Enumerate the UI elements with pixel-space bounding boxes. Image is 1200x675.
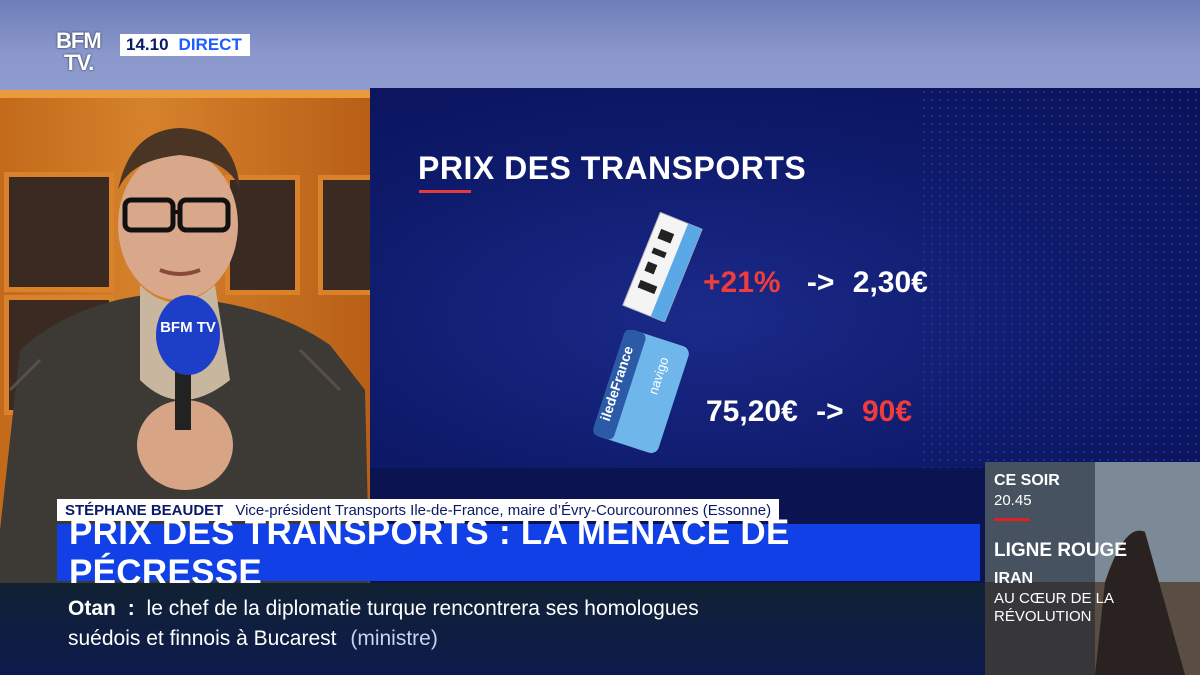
promo-inset: CE SOIR 20.45 LIGNE ROUGE IRAN AU CŒUR D…	[985, 462, 1200, 675]
promo-divider	[994, 518, 1030, 521]
dot-pattern	[920, 88, 1200, 468]
live-label: DIRECT	[178, 35, 242, 54]
promo-sub2: RÉVOLUTION	[994, 608, 1092, 625]
ticker-separator: :	[127, 597, 135, 620]
promo-show: LIGNE ROUGE	[994, 540, 1128, 561]
promo-tonight: CE SOIR	[994, 472, 1060, 489]
shelf-right	[318, 175, 370, 295]
ticket-new-price: 2,30€	[852, 266, 928, 299]
guest-name: STÉPHANE BEAUDET	[65, 501, 224, 519]
ticker-line2: suédois et finnois à Bucarest (ministre)	[68, 627, 438, 651]
headline-text: PRIX DES TRANSPORTS : LA MENACE DE PÉCRE…	[69, 512, 790, 592]
mic-label: BFM TV	[160, 319, 216, 336]
ticket-price-row: +21% -> 2,30€	[703, 266, 928, 300]
promo-subject: IRAN	[994, 570, 1034, 587]
logo-line2: TV.	[64, 50, 94, 75]
promo-image	[985, 462, 1200, 675]
ticker-text1: le chef de la diplomatie turque rencontr…	[146, 597, 699, 620]
guest-name-bar: STÉPHANE BEAUDET Vice-président Transpor…	[57, 499, 780, 521]
navigo-card-icon: iledeFrance navigo	[593, 330, 689, 454]
news-ticker: Otan : le chef de la diplomatie turque r…	[0, 583, 985, 675]
pass-price-row: 75,20€ -> 90€	[706, 395, 912, 429]
channel-logo: BFM TV.	[56, 30, 114, 82]
studio-video: BFM TV	[0, 90, 370, 600]
guest-role: Vice-président Transports Ile-de-France,…	[235, 501, 772, 519]
ticker-line1: Otan : le chef de la diplomatie turque r…	[68, 597, 699, 621]
promo-time: 20.45	[994, 492, 1032, 509]
pass-new-price: 90€	[861, 395, 913, 428]
guest-figure: BFM TV	[0, 128, 370, 600]
shelf-left	[4, 172, 114, 292]
ticker-source: (ministre)	[350, 627, 438, 650]
headline-banner: PRIX DES TRANSPORTS : LA MENACE DE PÉCRE…	[57, 513, 980, 592]
graphic-panel	[370, 88, 1200, 468]
clock-time: 14.10	[126, 35, 169, 54]
wall-top	[0, 90, 370, 98]
promo-sub1: AU CŒUR DE LA	[994, 590, 1115, 607]
ticket-change: +21%	[703, 266, 781, 299]
metro-ticket-icon	[622, 212, 703, 322]
ticket-arrow: ->	[806, 266, 835, 299]
title-underline	[419, 190, 471, 193]
pass-arrow: ->	[816, 395, 844, 428]
pass-old-price: 75,20€	[706, 395, 798, 428]
graphic-title: PRIX DES TRANSPORTS	[418, 150, 807, 186]
ticker-keyword: Otan	[68, 597, 116, 620]
logo-line1: BFM	[56, 28, 102, 53]
ticker-text2: suédois et finnois à Bucarest	[68, 627, 337, 650]
live-time-badge: 14.10 DIRECT	[120, 34, 250, 56]
